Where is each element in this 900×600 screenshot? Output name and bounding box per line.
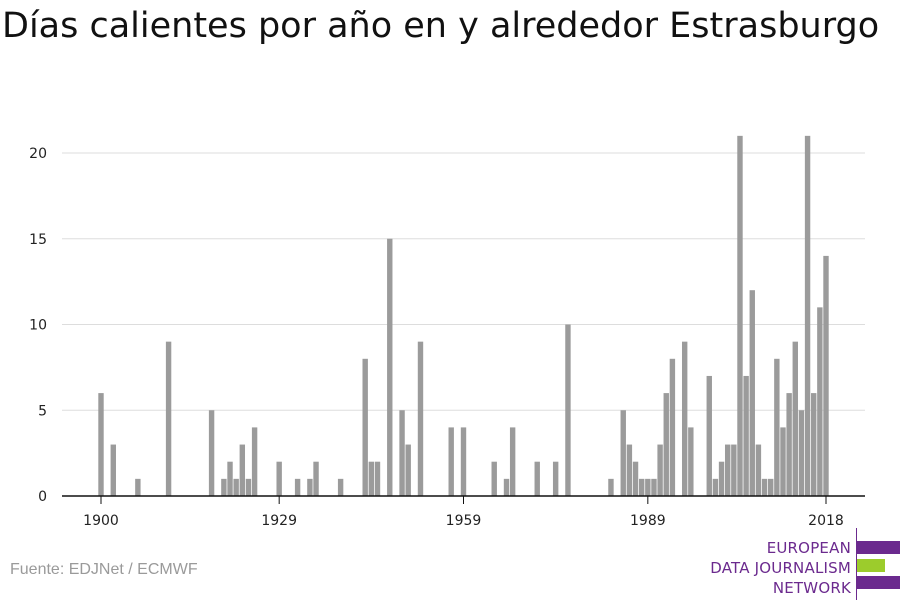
bar [294,478,301,496]
bar [110,444,116,496]
x-tick-label: 1900 [83,513,119,529]
bar [638,478,645,496]
bar [221,478,227,496]
bar [688,427,694,496]
bar [460,427,467,496]
bar [626,444,633,496]
y-tick-label: 0 [38,489,47,505]
bar [399,410,405,496]
bar [712,478,719,496]
bar [448,427,454,496]
logo-line-1: EUROPEAN [766,539,851,557]
bar [245,478,252,496]
bar [307,478,313,496]
bar [811,393,817,496]
bar [669,358,676,496]
bar [731,444,737,496]
bar [657,444,663,496]
logo-bar-top [857,541,900,554]
gridlines [62,152,865,411]
bar [755,444,762,496]
logo-bar-bottom [857,576,900,589]
logo-line-3: NETWORK [772,579,851,597]
bar [774,358,780,496]
bar [681,341,688,496]
bar [276,461,282,496]
bar [817,307,823,496]
bar [743,375,749,496]
axes: 0 5 10 15 20 1900 1929 1959 1989 2018 [29,146,865,529]
bar [792,341,798,496]
bar [823,255,829,496]
bar [768,478,774,496]
bar [724,444,731,496]
bar [165,341,172,496]
bar [503,478,510,496]
bar [798,410,805,496]
bar [737,135,743,496]
bar [632,461,639,496]
bar-chart: 0 5 10 15 20 1900 1929 1959 1989 2018 [29,135,865,529]
edjnet-logo: EUROPEAN DATA JOURNALISM NETWORK [705,528,900,600]
bar [491,461,497,496]
bar [534,461,540,496]
x-tick-label: 1989 [630,513,666,529]
bar [804,135,811,496]
y-tick-label: 20 [29,146,47,162]
bar [761,478,768,496]
logo-line-2: DATA JOURNALISM [710,559,851,577]
bar [98,393,104,496]
x-tick-label: 1929 [261,513,297,529]
source-note: Fuente: EDJNet / ECMWF [10,561,198,578]
bar [786,393,792,496]
bar [608,478,614,496]
bar [718,461,725,496]
logo-bar-middle [857,559,885,572]
y-tick-label: 10 [29,318,47,334]
bar [552,461,559,496]
bar [651,478,657,496]
chart-title: Días calientes por año en y alrededor Es… [2,6,880,46]
y-tick-label: 15 [29,232,47,248]
bar [780,427,786,496]
bar [417,341,424,496]
bar [387,238,393,496]
bar [239,444,246,496]
bar [374,461,381,496]
bar [208,410,215,496]
logo-text: EUROPEAN DATA JOURNALISM NETWORK [710,538,851,598]
bar [645,478,651,496]
bar [509,427,516,496]
logo-divider [856,528,857,600]
bar [565,324,571,496]
bar [233,478,239,496]
bar [368,461,375,496]
bars [98,135,829,496]
bar [663,393,669,496]
y-tick-label: 5 [38,403,47,419]
bar [135,478,141,496]
bar [620,410,626,496]
bar [337,478,344,496]
bar [749,290,755,496]
bar [706,375,712,496]
bar [227,461,233,496]
bar [251,427,258,496]
bar [405,444,411,496]
bar [313,461,319,496]
bar [362,358,368,496]
x-tick-label: 1959 [446,513,482,529]
x-tick-label: 2018 [808,513,844,529]
